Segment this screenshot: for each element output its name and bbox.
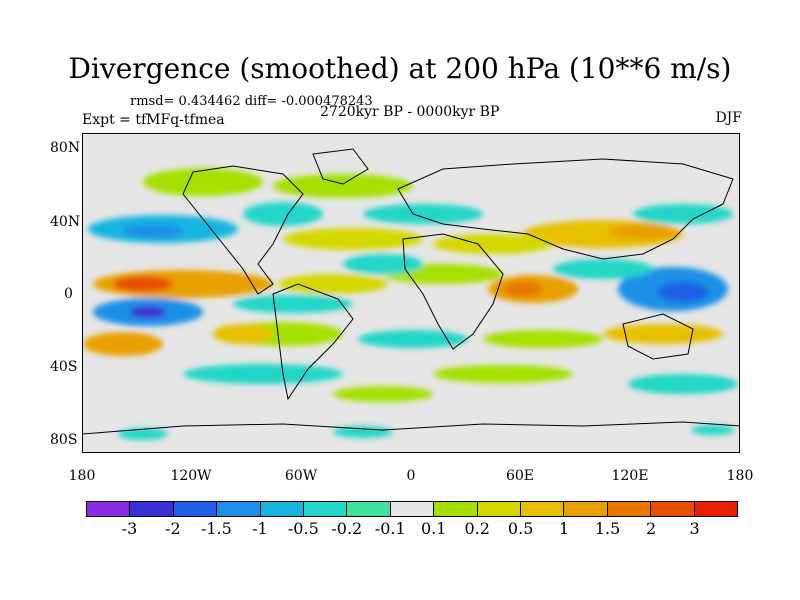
lon-label-180w: 180: [68, 468, 96, 484]
coastline-north-america: [182, 165, 304, 295]
field-blob: [343, 254, 423, 274]
colorbar-tick-label: 0.5: [507, 519, 534, 538]
coastline-greenland: [312, 148, 369, 185]
colorbar-swatch: [173, 502, 218, 516]
lat-label-40s: 40S: [50, 359, 78, 375]
colorbar-tick-label: 3: [689, 519, 700, 538]
map-panel: [82, 133, 740, 453]
lon-label-120e: 120E: [611, 468, 649, 484]
coastline-antarctica: [83, 421, 739, 435]
colorbar-swatch: [434, 502, 478, 516]
colorbar-tick-label: -3: [121, 519, 138, 538]
colorbar-swatch: [607, 502, 652, 516]
colorbar-swatch: [390, 502, 435, 516]
field-blob: [183, 364, 343, 384]
colorbar-tick-label: -1: [252, 519, 268, 538]
field-blob: [433, 234, 553, 254]
field-blob: [243, 202, 323, 226]
field-blob: [118, 428, 168, 440]
coastline-africa: [402, 233, 504, 350]
stats-text: rmsd= 0.434462 diff= -0.000478243: [130, 94, 373, 109]
period-label: 2720kyr BP - 0000kyr BP: [320, 104, 500, 120]
field-blob: [358, 330, 468, 348]
colorbar-swatch: [347, 502, 391, 516]
field-blob: [628, 374, 738, 394]
field-blob: [278, 274, 388, 294]
field-blob: [130, 306, 166, 318]
colorbar-tick-label: -1.5: [200, 519, 232, 538]
lon-label-60w: 60W: [284, 468, 318, 484]
divergence-map: [83, 148, 739, 440]
field-blob: [633, 204, 733, 224]
field-blob: [233, 295, 353, 313]
field-blob: [691, 425, 735, 435]
experiment-label: Expt = tfMFq-tfmea: [82, 112, 225, 128]
lat-label-0: 0: [64, 286, 73, 302]
colorbar-tick-label: -0.2: [331, 519, 363, 538]
field-blob: [658, 282, 708, 302]
field-blob: [113, 276, 173, 292]
colorbar-tick-label: -0.5: [287, 519, 319, 538]
field-blob: [608, 224, 678, 240]
colorbar-tick-label: 1: [559, 519, 570, 538]
lon-label-60e: 60E: [505, 468, 535, 484]
colorbar-swatch: [130, 502, 174, 516]
colorbar-swatch: [564, 502, 608, 516]
colorbar-tick-label: 2: [645, 519, 657, 538]
field-blob: [83, 332, 163, 356]
field-blob: [553, 259, 653, 279]
field-blob: [273, 174, 413, 198]
colorbar-swatch: [521, 502, 565, 516]
colorbar-tick-label: 0.1: [420, 519, 447, 538]
field-blob: [283, 228, 423, 250]
colorbar-swatch: [694, 502, 738, 516]
field-blob: [333, 426, 393, 438]
field-blob: [363, 204, 483, 224]
coastline-south-america: [272, 283, 354, 401]
field-blob: [433, 365, 573, 383]
lat-label-80s: 80S: [50, 432, 78, 448]
lon-label-0: 0: [406, 468, 416, 484]
lon-label-180e: 180: [726, 468, 754, 484]
coastlines: [83, 148, 739, 435]
field-blob: [333, 386, 433, 402]
colorbar-swatch: [304, 502, 348, 516]
colorbar-swatch: [477, 502, 522, 516]
lon-label-120w: 120W: [170, 468, 212, 484]
field-blob: [213, 324, 273, 344]
colorbar-swatch: [651, 502, 695, 516]
field-blob: [143, 168, 263, 196]
colorbar-tick-label: 1.5: [594, 519, 621, 538]
lat-label-40n: 40N: [50, 214, 81, 230]
colorbar-tick-label: -2: [165, 519, 181, 538]
field-blob: [483, 330, 603, 348]
colorbar-swatch: [217, 502, 261, 516]
lat-label-80n: 80N: [50, 140, 81, 156]
colorbar-tick-label: -0.1: [374, 519, 406, 538]
colorbar-swatch: [260, 502, 305, 516]
colorbar: [86, 501, 738, 517]
season-label: DJF: [715, 110, 742, 126]
colorbar-swatch: [87, 502, 131, 516]
field-blob: [123, 224, 183, 238]
coastline-eurasia: [397, 158, 734, 260]
field-blob: [503, 281, 543, 297]
colorbar-tick-label: 0.2: [464, 519, 490, 538]
coastline-australia: [622, 313, 694, 360]
plot-title: Divergence (smoothed) at 200 hPa (10**6 …: [68, 52, 732, 85]
field-blob: [603, 324, 723, 344]
